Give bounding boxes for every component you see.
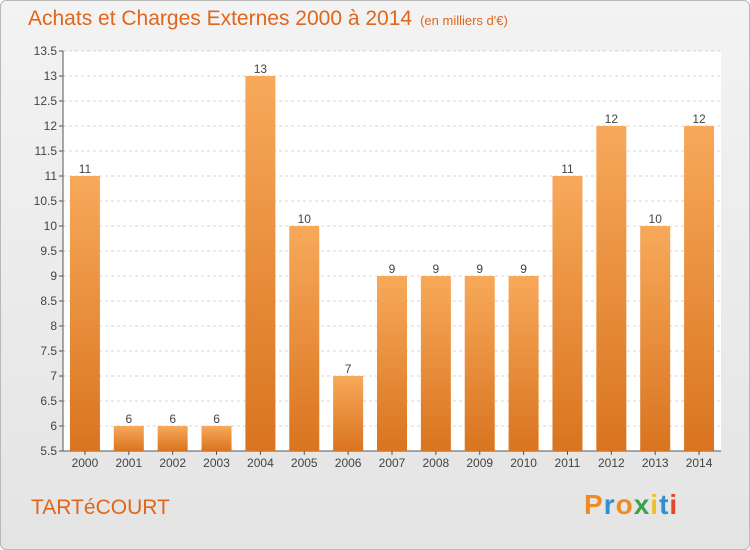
bar-value-label: 12 [692, 112, 706, 126]
bar-value-label: 10 [298, 212, 312, 226]
bar [464, 276, 495, 451]
x-tick-label: 2002 [159, 456, 186, 470]
bar-value-label: 10 [649, 212, 663, 226]
x-tick-label: 2001 [115, 456, 142, 470]
bar-value-label: 11 [79, 162, 92, 176]
y-tick-label: 6.5 [40, 394, 57, 408]
y-tick-label: 8 [50, 319, 57, 333]
chart-title: Achats et Charges Externes 2000 à 2014 [28, 7, 413, 30]
logo-letter: r [603, 489, 616, 520]
bar [333, 376, 364, 451]
y-tick-label: 8.5 [40, 294, 57, 308]
x-tick-label: 2013 [642, 456, 669, 470]
bar-value-label: 11 [561, 162, 574, 176]
bar [377, 276, 407, 451]
bar [157, 426, 188, 451]
y-tick-label: 7 [50, 369, 57, 383]
bar-value-label: 9 [389, 262, 396, 276]
logo-letter: i [650, 489, 660, 520]
x-tick-label: 2009 [466, 456, 493, 470]
chart-subtitle: (en milliers d'€) [420, 13, 508, 28]
bar [245, 76, 276, 451]
bar-value-label: 6 [213, 412, 220, 426]
logo-letter: P [584, 489, 604, 520]
x-tick-label: 2008 [423, 456, 450, 470]
bar-value-label: 6 [169, 412, 176, 426]
bar-value-label: 7 [345, 362, 352, 376]
x-tick-label: 2012 [598, 456, 625, 470]
bar [508, 276, 539, 451]
bar [420, 276, 451, 451]
y-tick-label: 11 [45, 169, 58, 183]
logo-letter: i [669, 489, 679, 520]
bar-value-label: 9 [476, 262, 483, 276]
y-tick-label: 6 [50, 419, 57, 433]
bar-value-label: 13 [254, 62, 268, 76]
bar [113, 426, 144, 451]
y-tick-label: 13 [44, 69, 58, 83]
logo-letter: o [615, 489, 634, 520]
y-tick-label: 9.5 [40, 244, 57, 258]
bar [640, 226, 671, 451]
y-tick-label: 10.5 [34, 194, 58, 208]
y-tick-label: 12.5 [34, 94, 58, 108]
bar [289, 226, 320, 451]
logo-letter: x [633, 489, 651, 520]
x-tick-label: 2011 [555, 456, 581, 470]
x-tick-label: 2014 [686, 456, 713, 470]
x-tick-label: 2004 [247, 456, 274, 470]
x-tick-label: 2003 [203, 456, 230, 470]
x-tick-label: 2000 [72, 456, 99, 470]
chart-title-block: Achats et Charges Externes 2000 à 2014 (e… [28, 7, 508, 31]
commune-name: TARTéCOURT [31, 496, 170, 519]
logo-letter: t [659, 489, 670, 520]
bar-value-label: 9 [433, 262, 440, 276]
bar-value-label: 9 [520, 262, 527, 276]
bar [596, 126, 627, 451]
x-tick-label: 2006 [335, 456, 362, 470]
y-tick-label: 13.5 [34, 44, 58, 58]
y-tick-label: 10 [44, 219, 58, 233]
y-tick-label: 5.5 [40, 444, 57, 458]
proxiti-logo: Proxiti [584, 489, 678, 521]
x-tick-label: 2007 [379, 456, 406, 470]
y-tick-label: 12 [44, 119, 58, 133]
x-tick-label: 2010 [510, 456, 537, 470]
bar [684, 126, 715, 451]
bar-value-label: 12 [605, 112, 619, 126]
bar [552, 176, 583, 451]
y-tick-label: 7.5 [40, 344, 57, 358]
bar-value-label: 6 [125, 412, 132, 426]
x-tick-label: 2005 [291, 456, 318, 470]
y-tick-label: 9 [50, 269, 57, 283]
bar [69, 176, 100, 451]
bar [201, 426, 232, 451]
y-tick-label: 11.5 [35, 144, 58, 158]
